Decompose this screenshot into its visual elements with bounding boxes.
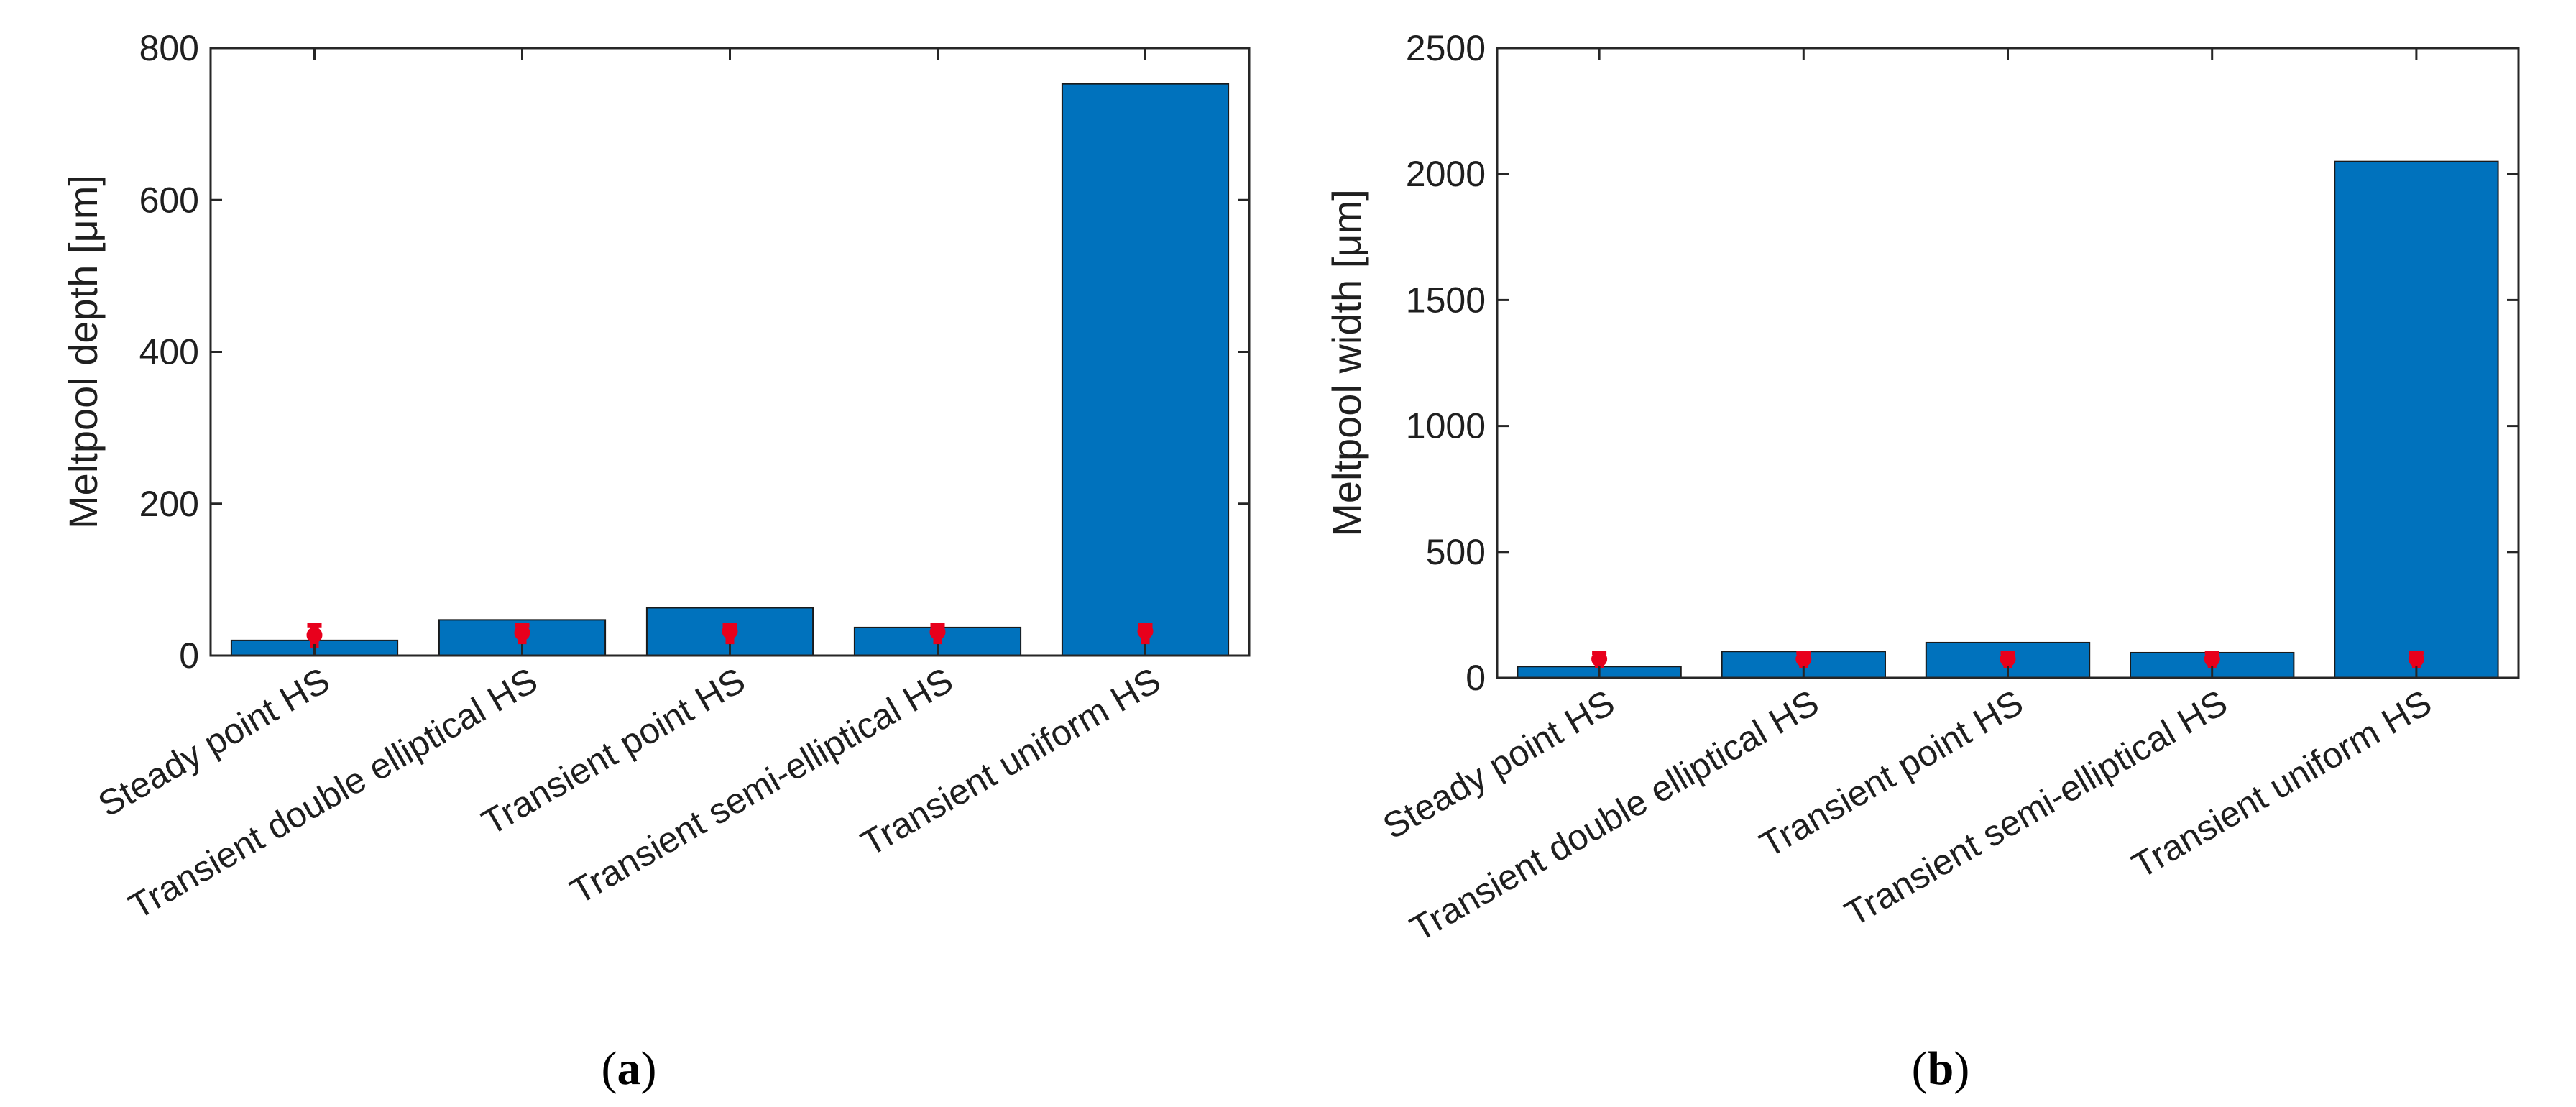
marker-a-2 [514,623,530,645]
y-axis-label-a: Meltpool depth [μm] [60,175,106,529]
marker-a-4 [929,623,946,645]
y-tick-label-b: 500 [1426,532,1486,572]
y-tick-label-a: 200 [139,484,199,524]
y-tick-label-b: 2000 [1406,154,1486,194]
marker-b-5 [2408,650,2424,668]
marker-a-3 [722,623,738,645]
y-tick-label-a: 0 [179,635,199,676]
y-tick-label-b: 1500 [1406,280,1486,320]
bar-b-5 [2334,160,2499,679]
marker-a-5 [1137,623,1154,645]
y-tick-label-a: 400 [139,332,199,372]
y-tick-label-a: 800 [139,28,199,68]
x-tick-label-b: Transient semi-elliptical HS [1838,682,2234,934]
marker-b-3 [2000,650,2016,668]
y-tick-label-b: 1000 [1406,406,1486,446]
x-tick-label-a: Transient double elliptical HS [122,660,544,927]
x-tick-label-a: Transient semi-elliptical HS [564,660,960,911]
y-tick-label-a: 600 [139,180,199,220]
y-tick-label-b: 2500 [1406,28,1486,68]
panel-label-b: (b) [1912,1042,1970,1095]
x-tick-label-b: Transient double elliptical HS [1404,682,1826,949]
panel-label-a: (a) [602,1042,657,1095]
marker-b-4 [2204,650,2220,668]
marker-b-1 [1591,650,1608,668]
bar-a-5 [1061,83,1230,657]
marker-b-2 [1795,650,1812,668]
y-tick-label-b: 0 [1466,658,1486,698]
y-axis-label-b: Meltpool width [μm] [1324,189,1369,537]
